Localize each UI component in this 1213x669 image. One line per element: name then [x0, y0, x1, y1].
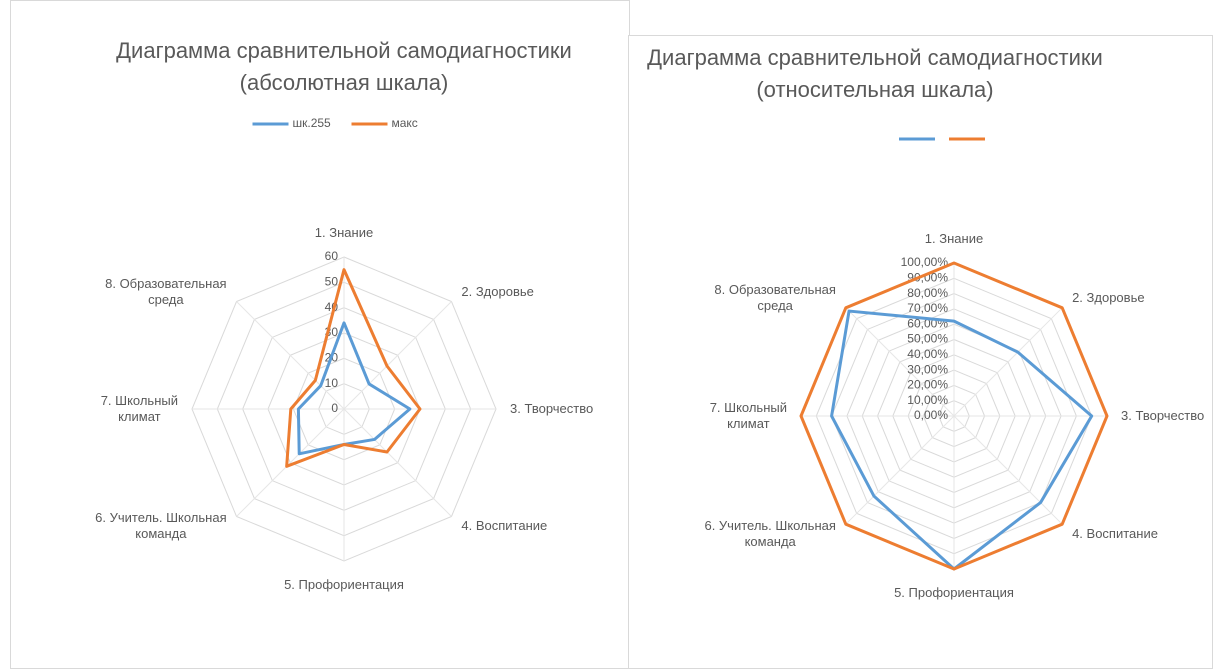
- category-label: 5. Профориентация: [284, 577, 404, 592]
- y-tick-label: 0: [331, 401, 338, 415]
- category-label: 6. Учитель. Школьная команда: [95, 510, 227, 542]
- category-label: 4. Воспитание: [1072, 526, 1158, 542]
- legend-label: шк.255: [293, 116, 332, 130]
- category-label: 7. Школьный климат: [100, 393, 178, 424]
- axis-spoke: [953, 307, 1063, 417]
- category-label: 2. Здоровье: [461, 283, 534, 299]
- y-tick-label: 50: [325, 275, 339, 289]
- category-label: 6. Учитель. Школьная команда: [704, 518, 836, 550]
- axis-spoke: [236, 301, 345, 410]
- category-label: 8. Образовательная среда: [714, 281, 836, 313]
- category-label: 5. Профориентация: [894, 585, 1014, 600]
- y-tick-label: 90,00%: [907, 270, 948, 284]
- chart-title: Диаграмма сравнительной самодиагностики …: [647, 45, 1103, 102]
- y-tick-label: 10: [325, 376, 339, 390]
- axis-spoke: [845, 307, 955, 417]
- category-label: 8. Образовательная среда: [105, 275, 227, 307]
- category-label: 3. Творчество: [510, 401, 594, 416]
- y-tick-label: 50,00%: [907, 332, 948, 346]
- y-tick-label: 100,00%: [901, 255, 949, 269]
- category-label: 3. Творчество: [1121, 408, 1205, 423]
- chart-panel: 0,00% 10,00% 20,00% 30,00% 40,00% 50,00% 60,00…: [628, 35, 1213, 669]
- y-tick-label: 20,00%: [907, 378, 948, 392]
- series-line: [799, 261, 1109, 571]
- axis-spoke: [953, 415, 1063, 525]
- chart-title: Диаграмма сравнительной самодиагностики …: [116, 38, 572, 95]
- category-label: 7. Школьный климат: [709, 400, 787, 431]
- series-line: [285, 268, 422, 468]
- y-tick-label: 80,00%: [907, 286, 948, 300]
- y-tick-label: 30,00%: [907, 362, 948, 376]
- series-line: [830, 309, 1094, 571]
- category-label: 1. Знание: [314, 225, 374, 240]
- category-label: 2. Здоровье: [1072, 289, 1145, 305]
- y-tick-label: 70,00%: [907, 301, 948, 315]
- category-label: 1. Знание: [924, 231, 984, 246]
- chart: 0,00%10,00%20,00%30,00%40,00%50,00%60,00…: [799, 137, 1109, 571]
- y-tick-label: 40,00%: [907, 347, 948, 361]
- axis-spoke: [343, 301, 452, 410]
- axis-spoke: [236, 408, 345, 517]
- y-tick-label: 10,00%: [907, 393, 948, 407]
- y-tick-label: 60: [325, 249, 339, 263]
- y-tick-label: 0,00%: [914, 408, 948, 422]
- category-label: 4. Воспитание: [461, 518, 548, 534]
- chart-panel: 0 10 20 30 40 50 60 шк.255 макс Диаграмма сравни…: [10, 0, 630, 669]
- legend-label: макс: [392, 116, 418, 130]
- axis-spoke: [343, 408, 452, 517]
- axis-spoke: [845, 415, 955, 525]
